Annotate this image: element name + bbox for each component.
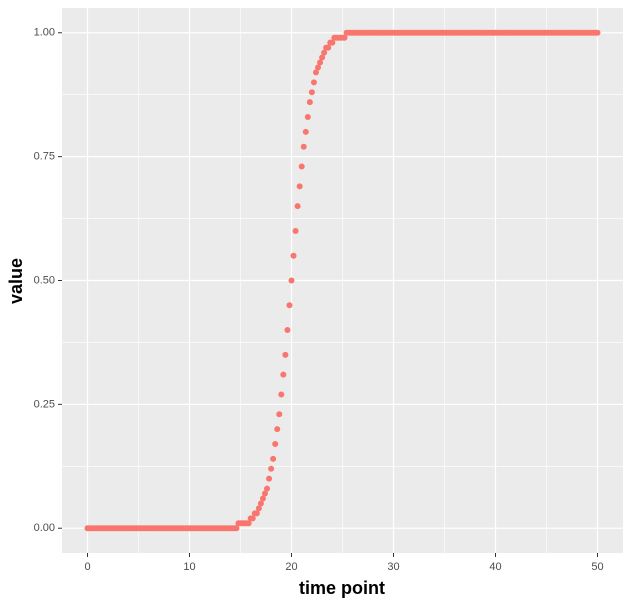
point bbox=[315, 64, 322, 71]
point bbox=[594, 29, 601, 36]
point bbox=[325, 44, 332, 51]
x-tick-label: 20 bbox=[285, 561, 297, 573]
point bbox=[249, 515, 256, 522]
y-tick-label: 0.50 bbox=[34, 274, 55, 286]
point bbox=[255, 505, 262, 512]
y-tick-label: 1.00 bbox=[34, 27, 55, 39]
point bbox=[264, 485, 271, 492]
point bbox=[282, 351, 289, 358]
point bbox=[253, 510, 260, 517]
y-tick-label: 0.25 bbox=[34, 398, 55, 410]
point bbox=[310, 79, 317, 86]
point bbox=[329, 39, 336, 46]
point bbox=[308, 89, 315, 96]
point bbox=[276, 411, 283, 418]
point bbox=[261, 490, 268, 497]
x-tick-label: 50 bbox=[591, 561, 603, 573]
point bbox=[317, 59, 324, 66]
point bbox=[274, 426, 281, 433]
point bbox=[257, 500, 264, 507]
y-tick-label: 0.75 bbox=[34, 151, 55, 163]
point bbox=[259, 495, 266, 502]
point bbox=[321, 49, 328, 56]
point bbox=[304, 114, 311, 120]
point bbox=[296, 183, 303, 190]
point bbox=[278, 391, 285, 398]
point bbox=[270, 455, 277, 462]
point bbox=[341, 34, 348, 41]
point bbox=[300, 143, 307, 150]
point bbox=[284, 327, 291, 334]
point bbox=[302, 128, 309, 135]
point bbox=[233, 525, 240, 532]
point bbox=[288, 277, 295, 284]
point bbox=[298, 163, 305, 170]
x-tick-label: 30 bbox=[387, 561, 399, 573]
point bbox=[245, 520, 252, 527]
point bbox=[306, 99, 313, 106]
point bbox=[292, 227, 299, 234]
point bbox=[266, 475, 273, 482]
point bbox=[319, 54, 326, 61]
x-axis-title: time point bbox=[299, 578, 385, 598]
y-axis-title: value bbox=[6, 258, 26, 304]
y-tick-label: 0.00 bbox=[34, 522, 55, 534]
x-tick-label: 10 bbox=[183, 561, 195, 573]
point bbox=[290, 252, 297, 259]
point bbox=[268, 465, 275, 472]
point bbox=[312, 69, 319, 76]
point bbox=[280, 371, 287, 378]
x-tick-label: 0 bbox=[84, 561, 90, 573]
x-tick-label: 40 bbox=[489, 561, 501, 573]
point bbox=[294, 203, 301, 210]
point bbox=[286, 302, 293, 309]
point bbox=[272, 441, 279, 447]
